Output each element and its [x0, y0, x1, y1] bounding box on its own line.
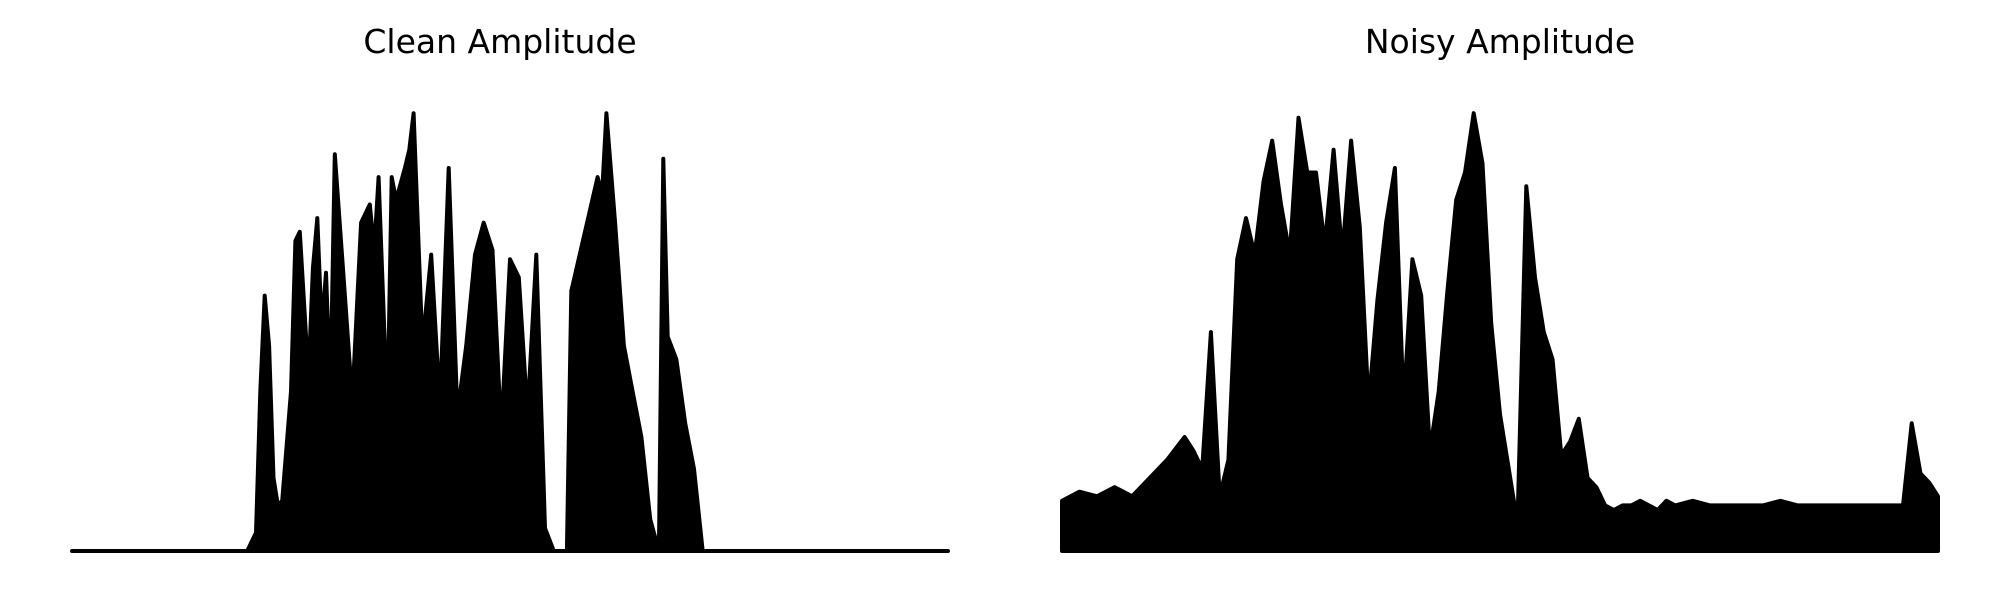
clean-amplitude-panel: Clean Amplitude: [70, 22, 950, 553]
chart-title: Clean Amplitude: [363, 22, 637, 61]
chart-title: Noisy Amplitude: [1364, 22, 1636, 61]
amplitude-envelope: [70, 111, 950, 553]
noisy-amplitude-plot: [1060, 111, 1940, 553]
clean-amplitude-plot: [70, 111, 950, 553]
amplitude-envelope: [1060, 111, 1940, 553]
noisy-amplitude-panel: Noisy Amplitude: [1000, 0, 2000, 600]
